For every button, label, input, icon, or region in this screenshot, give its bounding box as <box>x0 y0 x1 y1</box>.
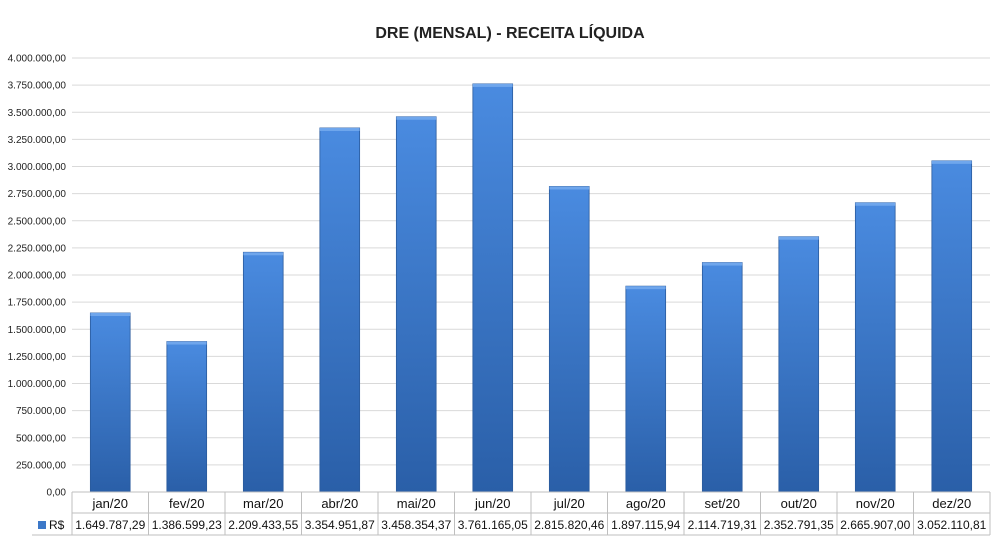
value-label: 2.114.719,31 <box>688 518 758 532</box>
chart-title: DRE (MENSAL) - RECEITA LÍQUIDA <box>375 23 645 42</box>
bar <box>931 160 973 493</box>
y-tick-label: 1.000.000,00 <box>8 379 67 390</box>
value-label: 2.665.907,00 <box>840 518 910 532</box>
value-label: 3.761.165,05 <box>458 518 528 532</box>
value-label: 2.352.791,35 <box>764 518 834 532</box>
category-label: ago/20 <box>626 496 666 511</box>
category-label: dez/20 <box>932 496 971 511</box>
y-tick-label: 500.000,00 <box>16 433 66 444</box>
bar <box>701 262 743 493</box>
bar-top-highlight <box>931 160 972 164</box>
y-tick-label: 3.500.000,00 <box>8 108 67 119</box>
y-tick-label: 1.250.000,00 <box>8 352 67 363</box>
bar-top-highlight <box>855 202 896 206</box>
y-tick-label: 250.000,00 <box>16 460 66 471</box>
y-tick-label: 2.750.000,00 <box>8 189 67 200</box>
y-tick-label: 1.750.000,00 <box>8 298 67 309</box>
category-label: jul/20 <box>553 496 585 511</box>
bar-top-highlight <box>625 286 666 290</box>
y-tick-label: 3.750.000,00 <box>8 81 67 92</box>
bar-top-highlight <box>90 312 131 316</box>
bar <box>472 83 514 493</box>
bar <box>395 116 437 493</box>
category-label: jan/20 <box>92 496 128 511</box>
bar-top-highlight <box>166 341 207 345</box>
value-label: 2.815.820,46 <box>534 518 604 532</box>
legend-label: R$ <box>49 518 65 532</box>
category-label: mai/20 <box>397 496 436 511</box>
bar <box>548 186 590 493</box>
bar <box>319 127 361 493</box>
bar <box>854 202 896 493</box>
bar-top-highlight <box>778 236 819 240</box>
legend-swatch <box>38 521 46 529</box>
bar-top-highlight <box>472 83 513 87</box>
bar <box>242 251 284 493</box>
category-label: abr/20 <box>321 496 358 511</box>
bar-top-highlight <box>243 252 284 256</box>
bar-top-highlight <box>396 116 437 120</box>
bar <box>625 285 667 493</box>
value-label: 2.209.433,55 <box>228 518 298 532</box>
y-tick-label: 1.500.000,00 <box>8 325 67 336</box>
category-label: fev/20 <box>169 496 204 511</box>
value-label: 3.354.951,87 <box>305 518 375 532</box>
y-tick-label: 3.250.000,00 <box>8 135 67 146</box>
y-tick-label: 3.000.000,00 <box>8 162 67 173</box>
category-label: out/20 <box>781 496 817 511</box>
bar-top-highlight <box>549 186 590 190</box>
category-label: mar/20 <box>243 496 283 511</box>
value-label: 1.649.787,29 <box>75 518 145 532</box>
bar-top-highlight <box>702 262 743 266</box>
category-label: jun/20 <box>474 496 510 511</box>
bar-top-highlight <box>319 127 360 131</box>
value-label: 3.052.110,81 <box>917 518 987 532</box>
y-tick-label: 2.500.000,00 <box>8 216 67 227</box>
value-label: 3.458.354,37 <box>381 518 451 532</box>
bar <box>89 312 131 493</box>
category-label: nov/20 <box>856 496 895 511</box>
y-tick-label: 4.000.000,00 <box>8 54 67 65</box>
y-tick-label: 0,00 <box>47 488 67 499</box>
value-label: 1.897.115,94 <box>611 518 681 532</box>
y-tick-label: 2.250.000,00 <box>8 243 67 254</box>
bar <box>166 341 208 493</box>
y-tick-label: 750.000,00 <box>16 406 66 417</box>
y-tick-label: 2.000.000,00 <box>8 271 67 282</box>
value-label: 1.386.599,23 <box>152 518 222 532</box>
category-label: set/20 <box>705 496 740 511</box>
bar <box>778 236 820 493</box>
